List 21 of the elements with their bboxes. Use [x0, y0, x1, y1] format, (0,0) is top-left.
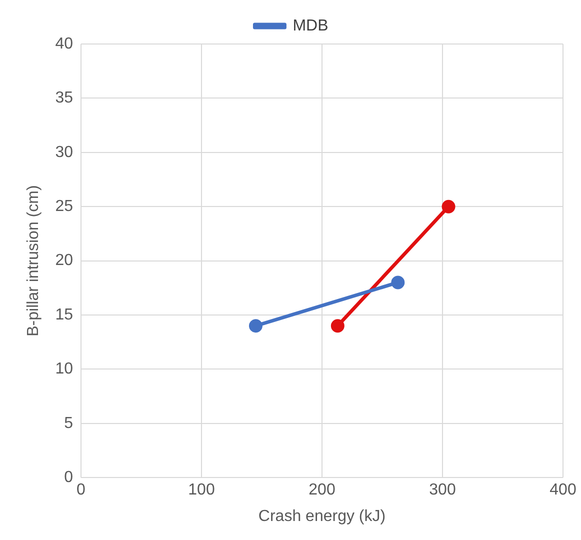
- y-tick-label: 5: [64, 414, 74, 432]
- y-tick-label: 30: [55, 144, 74, 161]
- y-axis-title: B-pillar intrusion (cm): [25, 185, 42, 336]
- y-tick-label: 25: [55, 198, 74, 216]
- y-tick-label: 0: [64, 469, 74, 486]
- legend-label: MDB: [292, 17, 328, 34]
- y-tick-label: 10: [55, 360, 74, 378]
- x-tick-label: 200: [308, 482, 336, 499]
- x-tick-label: 400: [550, 482, 576, 499]
- x-tick-label: 100: [188, 482, 215, 499]
- x-tick-label: 0: [76, 482, 86, 499]
- y-tick-label: 40: [55, 35, 74, 52]
- y-tick-label: 20: [55, 252, 74, 270]
- x-axis-title: Crash energy (kJ): [258, 508, 386, 525]
- y-tick-label: 35: [55, 90, 74, 107]
- point: [330, 319, 344, 333]
- point: [391, 276, 405, 290]
- point: [248, 319, 262, 333]
- y-tick-label: 15: [55, 306, 74, 324]
- x-tick-label: 300: [429, 482, 456, 499]
- point: [442, 200, 456, 214]
